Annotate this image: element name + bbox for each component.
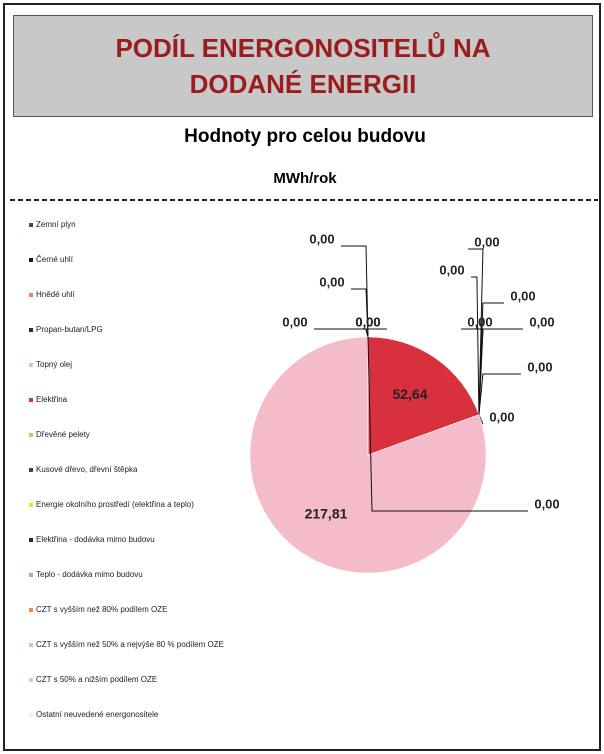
legend-marker: [29, 258, 33, 262]
data-label: 0,00: [474, 234, 499, 249]
data-label: 0,00: [282, 314, 307, 329]
data-label: 0,00: [467, 314, 492, 329]
legend-label: Dřevěné pelety: [36, 430, 90, 439]
data-label: 0,00: [529, 314, 554, 329]
data-label: 0,00: [489, 409, 514, 424]
legend-marker: [29, 503, 33, 507]
data-label: 0,00: [527, 359, 552, 374]
legend-label: CZT s 50% a nižším podílem OZE: [36, 675, 157, 684]
legend-label: Propan-butan/LPG: [36, 325, 103, 334]
data-label: 0,00: [355, 314, 380, 329]
legend-label: Energie okolního prostředí (elektřina a …: [36, 500, 194, 509]
legend-label: Hnědé uhlí: [36, 290, 75, 299]
legend-label: CZT s vyšším než 80% podílem OZE: [36, 605, 167, 614]
legend-marker: [29, 293, 33, 297]
leader-line: [471, 276, 480, 415]
legend-marker: [29, 678, 33, 682]
legend-label: Topný olej: [36, 360, 72, 369]
chart-subtitle: Hodnoty pro celou budovu: [184, 126, 426, 147]
leader-line: [314, 328, 369, 338]
pie-slice: [367, 336, 480, 456]
legend-label: CZT s vyšším než 50% a nejvýše 80 % podí…: [36, 640, 224, 649]
legend-marker: [29, 328, 33, 332]
legend-label: Černé uhlí: [36, 255, 74, 264]
header: PODÍL ENERGONOSITELŮ NA DODANÉ ENERGII: [13, 15, 593, 117]
legend-marker: [29, 538, 33, 542]
leader-line: [468, 248, 484, 415]
unit-label: MWh/rok: [273, 170, 337, 187]
legend-marker: [29, 468, 33, 472]
data-label: 0,00: [510, 288, 535, 303]
leader-line: [478, 373, 521, 415]
data-label: 0,00: [355, 314, 380, 329]
legend-label: Ostatní neuvedené energonositele: [36, 710, 159, 719]
legend-marker: [29, 573, 33, 577]
data-label: 0,00: [309, 231, 334, 246]
legend-label: Kusové dřevo, dřevní štěpka: [36, 465, 138, 474]
leader-line: [478, 414, 484, 425]
leader-line: [367, 336, 528, 512]
leader-line: [365, 328, 387, 338]
legend-label: Elektřina: [36, 395, 68, 404]
legend-marker: [29, 363, 33, 367]
data-label: 0,00: [534, 496, 559, 511]
legend-label: Zemní plyn: [36, 220, 76, 229]
data-label: 52,64: [392, 386, 427, 402]
data-label: 0,00: [319, 274, 344, 289]
leader-line: [478, 328, 523, 415]
legend-label: Teplo - dodávka mimo budovu: [36, 570, 143, 579]
leader-line: [341, 245, 369, 338]
leader-line: [365, 328, 387, 338]
legend-marker: [29, 433, 33, 437]
data-label: 217,81: [305, 506, 348, 522]
legend-marker: [29, 223, 33, 227]
legend-marker: [29, 643, 33, 647]
chart-title: PODÍL ENERGONOSITELŮ NA DODANÉ ENERGII: [115, 33, 491, 99]
frame: PODÍL ENERGONOSITELŮ NA DODANÉ ENERGII: [3, 3, 601, 751]
legend-marker: [29, 713, 33, 717]
legend-marker: [29, 398, 33, 402]
legend-label: Elektřina - dodávka mimo budovu: [36, 535, 155, 544]
leader-line: [351, 288, 369, 338]
legend-marker: [29, 608, 33, 612]
data-label: 0,00: [439, 262, 464, 277]
